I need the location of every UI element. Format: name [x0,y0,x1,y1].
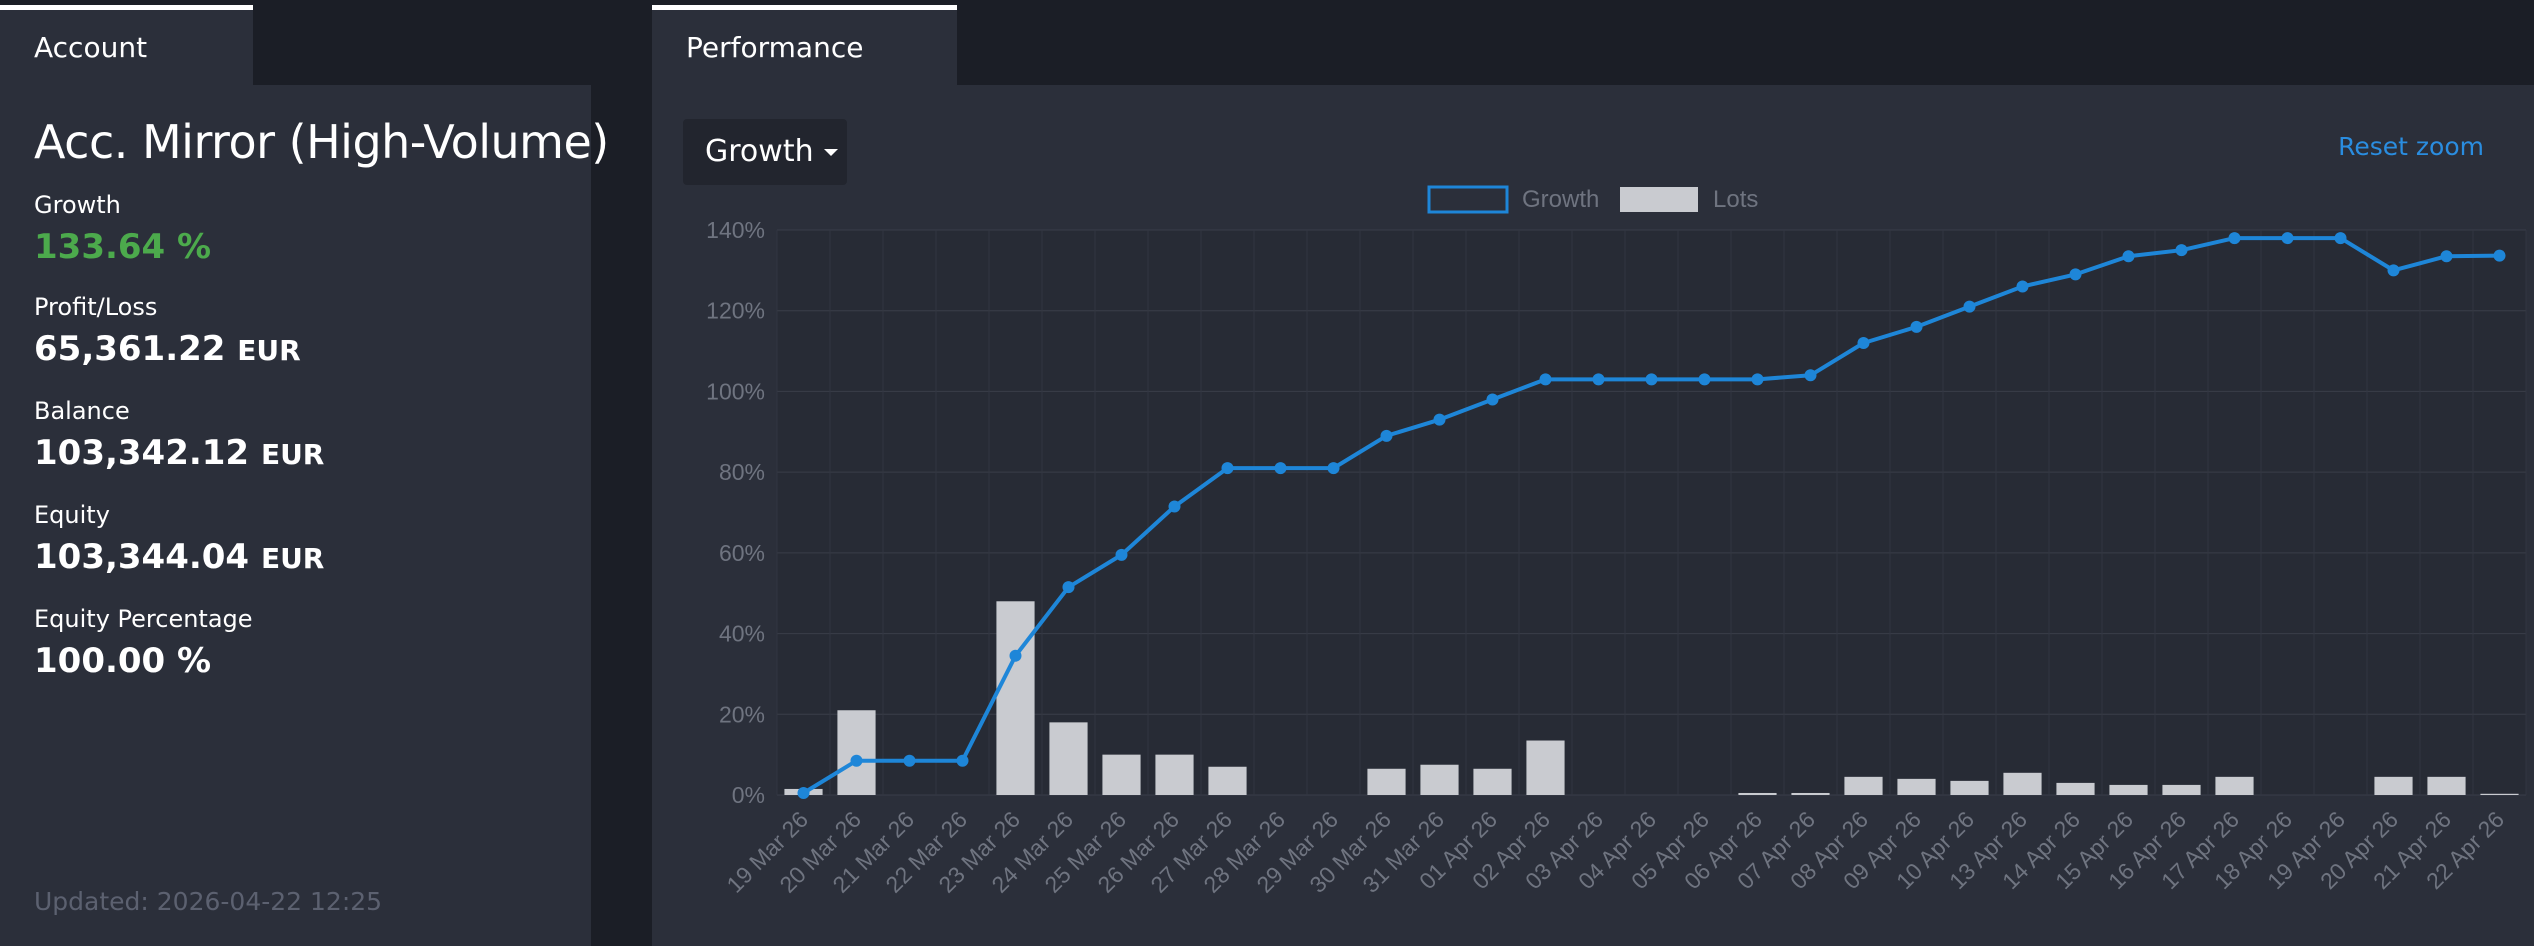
y-tick-label: 40% [719,621,765,647]
growth-point [1751,373,1764,386]
growth-point [2493,249,2506,262]
profit-loss-label: Profit/Loss [34,293,158,321]
account-title: Acc. Mirror (High-Volume) [34,115,609,169]
caret-down-icon [823,149,838,156]
equity-percentage-value: 100.00 % [34,641,212,681]
growth-point [1857,337,1870,349]
growth-point [1168,500,1181,513]
growth-point [1910,320,1923,333]
growth-point [1433,413,1446,426]
legend-growth-label: Growth [1522,186,1599,213]
y-tick-label: 0% [732,782,765,808]
y-tick-label: 120% [706,298,765,324]
lots-bar [837,710,876,795]
equity-amount: 103,344.04 [34,537,250,577]
tab-performance-charts[interactable]: Performance Charts [652,5,957,139]
y-tick-label: 100% [706,378,765,404]
lots-bar [2162,784,2201,795]
tab-account-details[interactable]: Account Details [0,5,253,139]
growth-point [2228,232,2241,245]
equity-label: Equity [34,501,110,529]
growth-value: 133.64 % [34,227,212,267]
lots-bar [1526,740,1565,795]
lots-bar [996,601,1035,795]
chart-legend: Growth Lots [1427,185,1758,214]
lots-bar [1049,722,1088,795]
lots-bar [1897,778,1936,795]
chart-type-dropdown[interactable]: Growth [683,119,847,185]
growth-point [1327,462,1340,475]
balance-unit: EUR [260,438,325,471]
lots-bar [1367,768,1406,795]
lots-bar [1208,766,1247,795]
profit-loss-unit: EUR [237,334,301,367]
growth-point [956,754,969,767]
reset-zoom-link[interactable]: Reset zoom [2338,132,2484,161]
equity-value: 103,344.04 EUR [34,537,324,577]
growth-point [1804,369,1817,382]
growth-point [1645,373,1658,386]
y-tick-label: 140% [706,217,765,243]
lots-bar [2109,784,2148,795]
lots-bar [1950,780,1989,795]
y-tick-label: 80% [719,459,765,485]
lots-bar [2374,776,2413,795]
growth-point [1274,462,1287,475]
y-tick-label: 60% [719,540,765,566]
lots-bar [2215,776,2254,795]
growth-label: Growth [34,191,121,219]
balance-value: 103,342.12 EUR [34,433,324,473]
lots-bar [1844,776,1883,795]
growth-point [2069,268,2082,281]
equity-unit: EUR [260,542,325,575]
growth-point [1062,581,1075,594]
growth-point [1592,373,1605,386]
growth-point [2175,244,2188,257]
growth-point [2281,232,2294,245]
lots-bar [2427,776,2466,795]
profit-loss-value: 65,361.22 EUR [34,329,301,369]
lots-bar [2056,782,2095,795]
lots-bar [1420,764,1459,795]
growth-point [1221,462,1234,475]
balance-amount: 103,342.12 [34,433,250,473]
legend-lots-swatch [1620,187,1698,212]
lots-bar [1791,792,1830,795]
growth-point [850,754,863,767]
growth-point [2334,232,2347,245]
growth-point [1486,393,1499,406]
growth-point [2387,264,2400,277]
updated-timestamp: Updated: 2026-04-22 12:25 [34,887,383,916]
growth-point [903,754,916,767]
lots-bar [2480,793,2519,795]
growth-point [1115,548,1128,561]
growth-point [1539,373,1552,386]
growth-point [1380,429,1393,442]
equity-percentage-label: Equity Percentage [34,605,253,633]
growth-point [1698,373,1711,386]
y-tick-label: 20% [719,701,765,727]
growth-point [2122,250,2135,263]
lots-bar [1102,754,1141,795]
legend-lots-label: Lots [1713,186,1758,213]
plot-area [777,230,2526,795]
lots-bar [2003,772,2042,795]
chart-type-selected: Growth [705,134,814,169]
lots-bar [1155,754,1194,795]
growth-point [1009,649,1022,662]
growth-point [2440,250,2453,263]
legend-growth-swatch [1427,185,1509,214]
growth-point [797,786,810,799]
growth-point [2016,280,2029,293]
lots-bar [1738,792,1777,795]
growth-point [1963,300,1976,313]
balance-label: Balance [34,397,130,425]
performance-charts-panel: 0% 20% 40% 60% 80% 100% 120% 140% 19 Mar 26 20 Ma… [652,85,2534,946]
account-details-panel: Acc. Mirror (High-Volume) Growth 133.64 … [0,85,609,946]
profit-loss-amount: 65,361.22 [34,329,226,369]
lots-bar [1473,768,1512,795]
